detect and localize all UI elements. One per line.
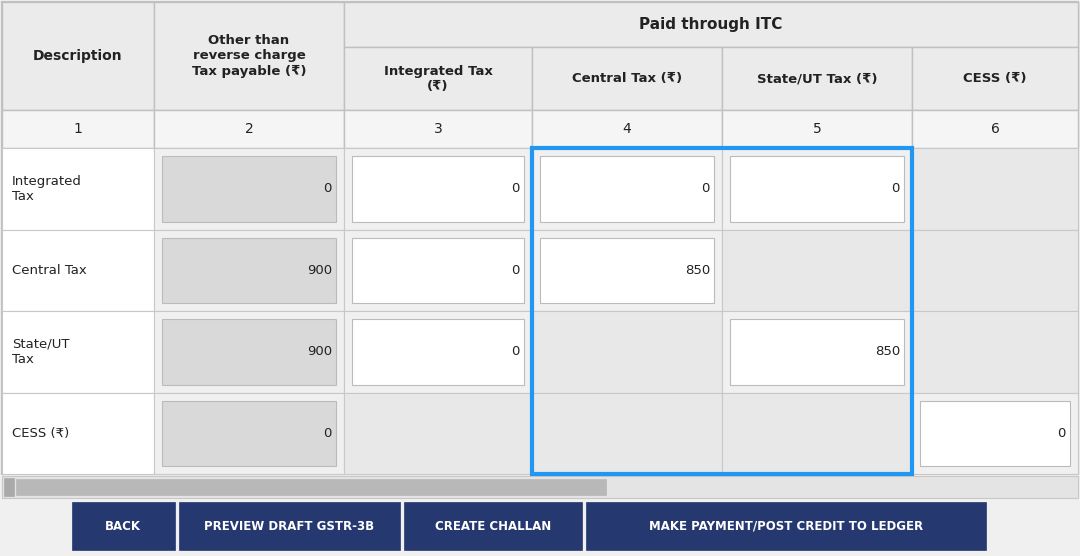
Text: 0: 0 bbox=[512, 264, 519, 277]
Bar bbox=[723, 311, 912, 393]
Text: 0: 0 bbox=[512, 345, 519, 358]
Bar bbox=[162, 237, 336, 303]
Bar bbox=[154, 393, 345, 474]
Text: PREVIEW DRAFT GSTR-3B: PREVIEW DRAFT GSTR-3B bbox=[204, 519, 375, 533]
Bar bbox=[352, 156, 524, 221]
Bar bbox=[540, 156, 714, 221]
Text: CESS (₹): CESS (₹) bbox=[963, 72, 1027, 85]
Text: 900: 900 bbox=[307, 264, 332, 277]
Text: BACK: BACK bbox=[106, 519, 141, 533]
Bar bbox=[912, 148, 1078, 230]
Bar bbox=[912, 110, 1078, 148]
Bar bbox=[723, 148, 912, 230]
Bar bbox=[532, 148, 723, 230]
Bar bbox=[532, 47, 723, 110]
Bar bbox=[345, 311, 532, 393]
Text: 0: 0 bbox=[324, 427, 332, 440]
Text: 0: 0 bbox=[512, 182, 519, 195]
Text: 1: 1 bbox=[73, 122, 82, 136]
Bar bbox=[16, 479, 606, 495]
Text: CESS (₹): CESS (₹) bbox=[12, 427, 69, 440]
Bar bbox=[920, 400, 1070, 466]
Bar bbox=[2, 148, 154, 230]
Text: Central Tax (₹): Central Tax (₹) bbox=[572, 72, 683, 85]
Bar bbox=[2, 230, 154, 311]
Bar bbox=[540, 237, 714, 303]
Bar bbox=[723, 110, 912, 148]
Text: Central Tax: Central Tax bbox=[12, 264, 86, 277]
Bar bbox=[912, 393, 1078, 474]
Text: 0: 0 bbox=[324, 182, 332, 195]
Bar bbox=[404, 502, 582, 550]
Bar bbox=[345, 230, 532, 311]
Text: MAKE PAYMENT/POST CREDIT TO LEDGER: MAKE PAYMENT/POST CREDIT TO LEDGER bbox=[649, 519, 923, 533]
Bar bbox=[154, 311, 345, 393]
Text: 2: 2 bbox=[245, 122, 254, 136]
Text: 850: 850 bbox=[685, 264, 710, 277]
Bar bbox=[912, 311, 1078, 393]
Bar bbox=[532, 148, 912, 474]
Bar bbox=[2, 393, 154, 474]
Bar bbox=[154, 2, 345, 110]
Bar bbox=[2, 2, 154, 110]
Bar bbox=[154, 148, 345, 230]
Bar bbox=[345, 47, 532, 110]
Bar bbox=[178, 502, 400, 550]
Bar bbox=[532, 110, 723, 148]
Text: 850: 850 bbox=[875, 345, 900, 358]
Bar bbox=[345, 110, 532, 148]
Bar bbox=[2, 2, 1078, 474]
Bar bbox=[532, 311, 723, 393]
Text: 4: 4 bbox=[623, 122, 632, 136]
Text: 0: 0 bbox=[702, 182, 710, 195]
Bar bbox=[2, 2, 1078, 110]
Text: Integrated Tax
(₹): Integrated Tax (₹) bbox=[383, 64, 492, 93]
Text: Integrated
Tax: Integrated Tax bbox=[12, 175, 82, 203]
Bar bbox=[532, 230, 723, 311]
Bar bbox=[162, 400, 336, 466]
Bar bbox=[912, 47, 1078, 110]
Bar bbox=[154, 110, 345, 148]
Bar bbox=[532, 393, 723, 474]
Text: State/UT
Tax: State/UT Tax bbox=[12, 337, 69, 366]
Bar bbox=[2, 110, 154, 148]
Bar bbox=[154, 230, 345, 311]
Text: CREATE CHALLAN: CREATE CHALLAN bbox=[435, 519, 551, 533]
Bar bbox=[72, 502, 175, 550]
Bar bbox=[730, 156, 904, 221]
Text: State/UT Tax (₹): State/UT Tax (₹) bbox=[757, 72, 877, 85]
Bar bbox=[723, 393, 912, 474]
Bar bbox=[345, 393, 532, 474]
Bar bbox=[345, 2, 1078, 47]
Bar bbox=[352, 237, 524, 303]
Text: Paid through ITC: Paid through ITC bbox=[639, 17, 783, 32]
Bar bbox=[723, 230, 912, 311]
Text: 0: 0 bbox=[892, 182, 900, 195]
Text: 0: 0 bbox=[1057, 427, 1066, 440]
Text: 5: 5 bbox=[812, 122, 822, 136]
Bar bbox=[2, 476, 1078, 498]
Text: 900: 900 bbox=[307, 345, 332, 358]
Bar bbox=[912, 230, 1078, 311]
Bar bbox=[4, 478, 14, 496]
Text: Description: Description bbox=[33, 49, 123, 63]
Bar bbox=[723, 47, 912, 110]
Bar bbox=[2, 311, 154, 393]
Text: Other than
reverse charge
Tax payable (₹): Other than reverse charge Tax payable (₹… bbox=[192, 34, 307, 77]
Bar bbox=[345, 148, 532, 230]
Text: 6: 6 bbox=[990, 122, 999, 136]
Bar bbox=[586, 502, 986, 550]
Bar bbox=[730, 319, 904, 385]
Bar bbox=[162, 319, 336, 385]
Bar bbox=[162, 156, 336, 221]
Text: 3: 3 bbox=[434, 122, 443, 136]
Bar bbox=[352, 319, 524, 385]
